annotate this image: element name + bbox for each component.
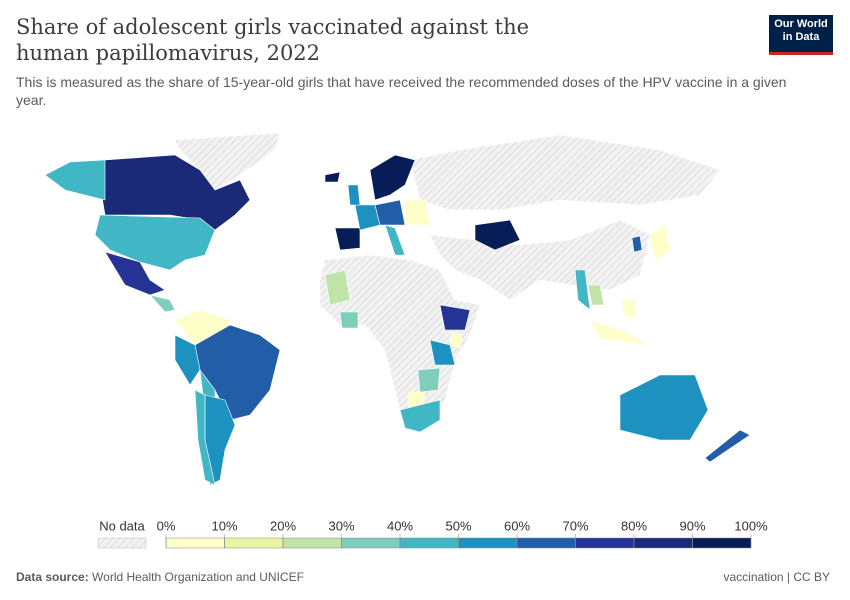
title: Share of adolescent girls vaccinated aga…: [16, 15, 530, 65]
subtitle: This is measured as the share of 15-year…: [16, 74, 787, 108]
footer-right[interactable]: vaccination | CC BY: [723, 570, 831, 584]
legend-bin: [633, 537, 693, 549]
legend-tick-label: 0%: [157, 518, 176, 533]
legend-tick-label: 70%: [562, 518, 588, 533]
legend-tick-label: 100%: [734, 518, 768, 533]
legend-tick-label: 20%: [270, 518, 296, 533]
legend-bin: [458, 537, 518, 549]
logo[interactable]: Our World in Data: [769, 15, 833, 55]
legend-tick-label: 50%: [445, 518, 471, 533]
source-label: Data source:: [16, 570, 89, 584]
legend-bin: [165, 537, 225, 549]
legend-bin: [399, 537, 459, 549]
legend-bin: [692, 537, 752, 549]
legend-tick-label: 40%: [387, 518, 413, 533]
source-text: World Health Organization and UNICEF: [92, 570, 304, 584]
countries: [44, 132, 751, 486]
legend: No data 0% 10% 20% 30% 40% 50% 60% 70% 80% 90% 100%: [97, 518, 768, 549]
legend-tick-label: 80%: [621, 518, 647, 533]
source: Data source: World Health Organization a…: [16, 570, 304, 584]
no-data-swatch: [97, 537, 147, 549]
legend-tick-label: 30%: [328, 518, 354, 533]
legend-tick-label: 60%: [504, 518, 530, 533]
legend-bin: [516, 537, 576, 549]
legend-tick-label: 90%: [679, 518, 705, 533]
legend-bin: [224, 537, 284, 549]
legend-tick-label: 10%: [211, 518, 237, 533]
no-data-label: No data: [99, 518, 145, 533]
legend-bin: [341, 537, 401, 549]
no-data-regions: [174, 132, 721, 431]
legend-bin: [575, 537, 635, 549]
legend-bin: [282, 537, 342, 549]
logo-text: Our World in Data: [774, 18, 828, 43]
